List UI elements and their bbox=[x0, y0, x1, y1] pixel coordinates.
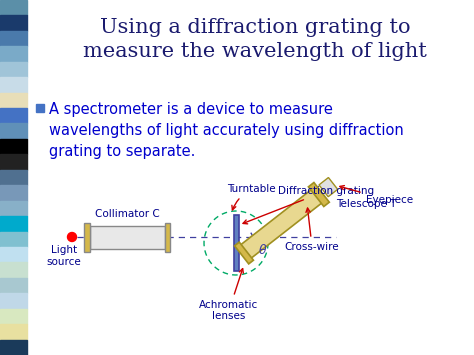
Bar bbox=[0, 247, 27, 262]
Bar bbox=[36, 104, 44, 112]
Bar bbox=[0, 108, 27, 124]
Bar bbox=[0, 0, 27, 15]
Bar bbox=[0, 46, 27, 62]
Polygon shape bbox=[309, 182, 329, 207]
Bar bbox=[0, 154, 27, 170]
Polygon shape bbox=[319, 178, 337, 197]
Bar bbox=[0, 324, 27, 340]
Bar bbox=[0, 293, 27, 309]
Circle shape bbox=[67, 233, 76, 241]
Polygon shape bbox=[235, 242, 254, 264]
Bar bbox=[234, 215, 239, 271]
Bar bbox=[0, 15, 27, 31]
Bar bbox=[90, 226, 165, 249]
Polygon shape bbox=[239, 188, 324, 260]
Text: Turntable: Turntable bbox=[227, 184, 275, 210]
Text: Diffraction grating: Diffraction grating bbox=[243, 186, 374, 224]
Bar bbox=[0, 170, 27, 185]
Text: Light
source: Light source bbox=[46, 245, 82, 267]
Bar bbox=[0, 201, 27, 216]
Bar bbox=[0, 185, 27, 201]
Text: A spectrometer is a device to measure
wavelengths of light accurately using diff: A spectrometer is a device to measure wa… bbox=[49, 102, 404, 159]
Bar bbox=[0, 231, 27, 247]
Bar bbox=[0, 216, 27, 231]
Bar bbox=[0, 31, 27, 46]
Bar bbox=[0, 93, 27, 108]
Text: Cross-wire: Cross-wire bbox=[285, 208, 339, 252]
Bar bbox=[84, 223, 90, 252]
Bar bbox=[0, 124, 27, 139]
Bar bbox=[0, 309, 27, 324]
Text: Using a diffraction grating to
measure the wavelength of light: Using a diffraction grating to measure t… bbox=[83, 18, 427, 61]
Text: Telescope T: Telescope T bbox=[337, 199, 397, 209]
Bar bbox=[0, 262, 27, 278]
Text: $\theta$: $\theta$ bbox=[258, 243, 267, 257]
Bar bbox=[0, 278, 27, 293]
Bar bbox=[0, 340, 27, 355]
Text: Collimator C: Collimator C bbox=[95, 209, 160, 219]
Bar bbox=[0, 77, 27, 93]
Text: Achromatic
lenses: Achromatic lenses bbox=[200, 269, 259, 321]
Text: Eyepiece: Eyepiece bbox=[340, 186, 413, 205]
Bar bbox=[165, 223, 170, 252]
Bar bbox=[0, 139, 27, 154]
Bar bbox=[0, 62, 27, 77]
